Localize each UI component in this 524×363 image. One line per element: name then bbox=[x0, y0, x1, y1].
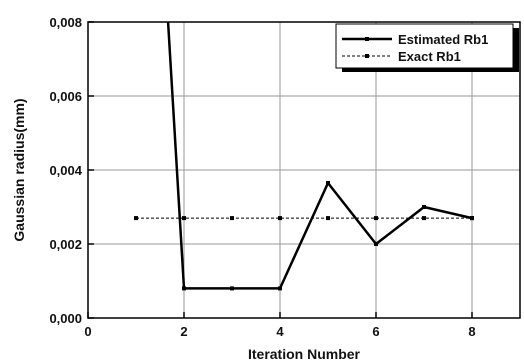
x-tick-label: 6 bbox=[372, 324, 379, 339]
data-point-estimated-rb1 bbox=[182, 286, 186, 291]
y-tick-label: 0,008 bbox=[49, 15, 82, 30]
data-point-exact-rb1 bbox=[326, 216, 330, 221]
legend-marker-estimated bbox=[365, 37, 369, 41]
series-line-estimated-rb1 bbox=[166, 22, 473, 290]
data-point-exact-rb1 bbox=[422, 216, 426, 221]
y-tick-label: 0,004 bbox=[49, 163, 82, 178]
y-axis-title: Gaussian radius(mm) bbox=[11, 98, 27, 241]
legend-label-exact: Exact Rb1 bbox=[398, 49, 461, 64]
axis-ticks: 0 2 4 6 8 0,000 0,002 0,004 0,006 0,008 bbox=[49, 15, 475, 339]
legend-label-estimated: Estimated Rb1 bbox=[398, 32, 488, 47]
x-tick-label: 4 bbox=[276, 324, 284, 339]
data-point-exact-rb1 bbox=[278, 216, 282, 221]
data-point-estimated-rb1 bbox=[374, 242, 378, 246]
x-axis-title: Iteration Number bbox=[248, 346, 361, 362]
x-tick-label: 2 bbox=[180, 324, 187, 339]
data-point-estimated-rb1 bbox=[278, 286, 282, 291]
series-layer bbox=[134, 22, 474, 291]
data-point-exact-rb1 bbox=[374, 216, 378, 221]
data-point-estimated-rb1 bbox=[230, 286, 234, 291]
legend: Estimated Rb1 Exact Rb1 bbox=[335, 23, 519, 72]
data-point-exact-rb1 bbox=[470, 216, 474, 221]
legend-marker-exact bbox=[365, 54, 369, 58]
y-tick-label: 0,006 bbox=[49, 89, 82, 104]
y-tick-label: 0,000 bbox=[49, 311, 82, 326]
data-point-exact-rb1 bbox=[230, 216, 234, 221]
x-tick-label: 0 bbox=[84, 324, 91, 339]
legend-box bbox=[335, 23, 514, 69]
data-point-exact-rb1 bbox=[134, 216, 138, 221]
data-point-estimated-rb1 bbox=[422, 205, 426, 209]
data-point-exact-rb1 bbox=[182, 216, 186, 221]
y-tick-label: 0,002 bbox=[49, 237, 82, 252]
data-point-estimated-rb1 bbox=[326, 180, 330, 185]
x-tick-label: 8 bbox=[468, 324, 475, 339]
